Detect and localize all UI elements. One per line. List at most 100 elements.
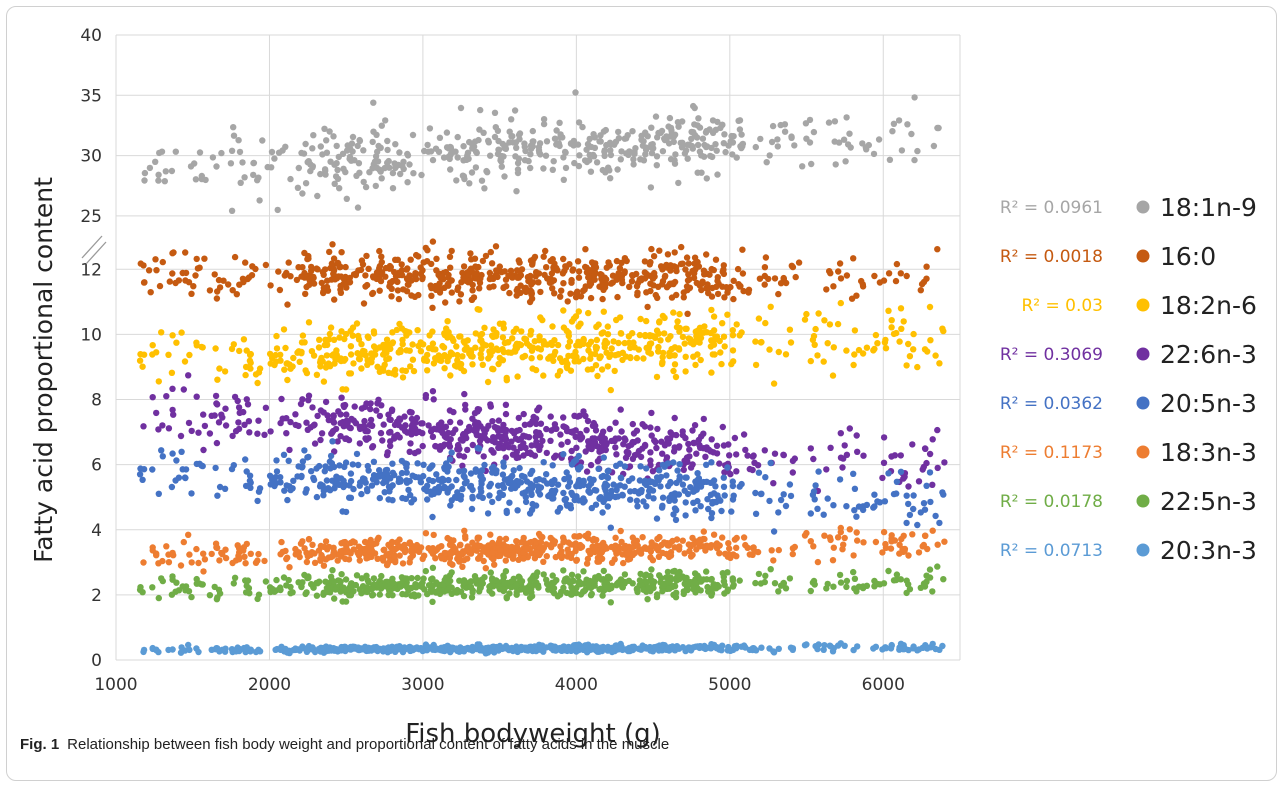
data-point [296, 358, 303, 365]
data-point [837, 275, 845, 282]
data-point [811, 341, 818, 348]
data-point [216, 284, 224, 291]
y-tick-label: 30 [80, 147, 102, 167]
data-point [601, 344, 608, 351]
data-point [915, 549, 923, 556]
data-point [724, 311, 731, 318]
data-point [278, 643, 285, 650]
data-point [729, 151, 736, 158]
data-point [228, 207, 236, 214]
data-point [382, 264, 390, 272]
data-point [870, 347, 877, 354]
data-point [608, 280, 615, 287]
data-point [557, 431, 564, 438]
data-point [615, 351, 622, 358]
data-point [529, 143, 536, 150]
data-point [692, 485, 699, 493]
data-point [529, 582, 537, 589]
data-point [355, 160, 363, 167]
data-point [477, 584, 484, 591]
data-point [420, 461, 427, 468]
data-point [285, 576, 292, 584]
data-point [146, 164, 154, 172]
data-point [369, 273, 377, 280]
data-point [356, 440, 363, 447]
data-point [585, 309, 592, 317]
data-point [481, 646, 489, 653]
data-point [527, 470, 534, 477]
data-point [528, 442, 535, 449]
data-point [361, 417, 368, 425]
data-point [929, 481, 936, 488]
data-point [242, 577, 249, 584]
data-point [780, 579, 787, 587]
data-point [407, 256, 414, 263]
data-point [846, 526, 853, 533]
data-point [885, 470, 892, 477]
data-point [169, 332, 176, 339]
data-point [446, 536, 454, 543]
data-point [608, 559, 616, 566]
data-point [680, 466, 687, 473]
data-point [619, 356, 626, 364]
data-point [683, 325, 690, 332]
data-point [663, 261, 670, 269]
data-point [554, 341, 562, 349]
data-point [607, 175, 614, 182]
data-point [327, 452, 335, 460]
data-point [165, 425, 173, 432]
data-point [155, 378, 162, 385]
data-point [363, 252, 370, 260]
data-point [655, 553, 663, 560]
data-point [449, 561, 456, 568]
data-point [457, 550, 464, 557]
data-point [621, 483, 628, 490]
data-point [897, 270, 904, 277]
data-point [414, 327, 421, 334]
data-point [316, 336, 323, 343]
legend-r2-label: R² = 0.0362 [1000, 394, 1103, 414]
data-point [369, 138, 376, 146]
data-point [524, 647, 531, 654]
data-point [376, 287, 383, 294]
data-point [325, 336, 333, 343]
data-point [459, 485, 466, 493]
data-point [596, 586, 603, 593]
data-point [807, 445, 814, 452]
data-point [693, 546, 700, 553]
data-point [410, 591, 418, 598]
data-point [558, 441, 565, 448]
data-point [775, 645, 782, 652]
data-point [382, 273, 389, 280]
data-point [549, 323, 556, 330]
data-point [140, 423, 147, 430]
data-point [520, 555, 527, 562]
data-point [915, 478, 923, 485]
data-point [895, 117, 903, 124]
data-point [318, 554, 326, 561]
data-point [487, 152, 494, 159]
data-point [389, 460, 396, 467]
data-point [336, 462, 343, 469]
data-point [909, 531, 916, 538]
data-point [835, 268, 842, 275]
data-point [604, 467, 611, 475]
data-point [159, 557, 166, 565]
data-point [549, 285, 556, 292]
data-point [399, 494, 406, 502]
data-point [402, 575, 409, 582]
data-point [665, 578, 672, 586]
data-point [385, 541, 392, 548]
data-point [136, 357, 144, 364]
data-point [163, 543, 170, 550]
data-point [444, 318, 451, 325]
data-point [761, 447, 768, 454]
data-point [830, 283, 837, 290]
data-point [158, 329, 165, 336]
data-point [720, 140, 727, 147]
data-point [803, 641, 810, 648]
data-point [625, 339, 633, 346]
data-point [684, 310, 691, 317]
data-point [786, 575, 794, 582]
data-point [406, 477, 413, 485]
